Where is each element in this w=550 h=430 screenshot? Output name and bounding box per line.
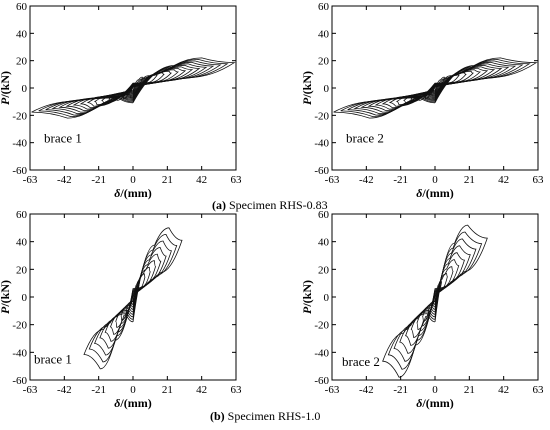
x-tick-label: 42 — [196, 174, 207, 186]
y-tick-label: 20 — [16, 56, 28, 68]
y-tick-label: -60 — [314, 165, 329, 177]
y-tick-label: 20 — [318, 56, 330, 68]
brace-annotation: brace 1 — [34, 351, 72, 366]
hysteresis-loop — [333, 57, 538, 119]
x-axis-label: δ/(mm) — [416, 396, 453, 410]
y-axis-label: P/(kN) — [300, 280, 314, 314]
series-hysteresis — [83, 227, 183, 370]
y-tick-label: -20 — [314, 320, 329, 332]
x-tick-label: 0 — [432, 174, 438, 186]
y-tick-label: -40 — [314, 347, 329, 359]
chart-panel-2: -63 -42 -21 0 21 42 63 60 40 20 0 -20 -40 -60 δ/(mm) P/… — [300, 1, 544, 200]
series-hysteresis — [382, 224, 488, 378]
y-tick-label: -40 — [12, 138, 27, 150]
y-tick-label: 40 — [318, 237, 330, 249]
x-tick-label: -21 — [393, 384, 408, 396]
x-tick-label: 21 — [464, 384, 475, 396]
y-axis-label: P/(kN) — [300, 71, 314, 105]
chart-panel-3: -63 -42 -21 0 21 42 63 60 40 20 0 -20 -40 -60 δ/(mm) P/… — [0, 209, 242, 410]
x-tick-label: 0 — [432, 384, 438, 396]
y-tick-label: 0 — [324, 83, 330, 95]
y-tick-label: 0 — [22, 83, 28, 95]
x-tick-label: -21 — [91, 174, 106, 186]
x-tick-label: -63 — [23, 384, 38, 396]
caption-a-text: Specimen RHS-0.83 — [226, 198, 328, 212]
y-tick-label: -60 — [12, 165, 27, 177]
hysteresis-loop — [31, 57, 236, 119]
x-tick-label: 21 — [162, 384, 173, 396]
series-hysteresis — [333, 57, 538, 119]
y-tick-label: 60 — [318, 209, 330, 221]
y-tick-label: -20 — [12, 320, 27, 332]
x-tick-label: 0 — [130, 384, 136, 396]
x-tick-label: -63 — [23, 174, 38, 186]
y-tick-label: 40 — [16, 237, 28, 249]
x-axis-label: δ/(mm) — [114, 396, 151, 410]
x-tick-label: 42 — [498, 384, 509, 396]
x-tick-label: -42 — [57, 384, 72, 396]
y-tick-label: 60 — [318, 1, 330, 13]
hysteresis-loop — [382, 224, 488, 378]
y-tick-label: 40 — [16, 28, 28, 40]
x-tick-label: -21 — [91, 384, 106, 396]
x-tick-label: 21 — [162, 174, 173, 186]
y-tick-label: -20 — [12, 110, 27, 122]
chart-panel-1: -63 -42 -21 0 21 42 63 60 40 20 0 -20 -40 -60 δ/(mm) P/… — [0, 1, 242, 200]
x-tick-label: 42 — [196, 384, 207, 396]
y-tick-label: 20 — [318, 264, 330, 276]
x-tick-label: -42 — [359, 174, 374, 186]
y-tick-label: 0 — [324, 292, 330, 304]
x-tick-label: 63 — [231, 174, 243, 186]
x-tick-label: -21 — [393, 174, 408, 186]
x-tick-label: -63 — [325, 174, 340, 186]
y-tick-label: -60 — [12, 375, 27, 387]
brace-annotation: brace 2 — [346, 131, 384, 146]
caption-b: (b) Specimen RHS-1.0 — [210, 409, 320, 423]
x-axis-label: δ/(mm) — [114, 186, 151, 200]
y-tick-label: -20 — [314, 110, 329, 122]
x-tick-label: -63 — [325, 384, 340, 396]
y-tick-label: 0 — [22, 292, 28, 304]
brace-annotation: brace 2 — [342, 354, 380, 369]
x-tick-label: 21 — [464, 174, 475, 186]
y-tick-label: 40 — [318, 28, 330, 40]
series-hysteresis — [31, 57, 236, 119]
caption-b-letter: (b) — [210, 409, 225, 423]
hysteresis-loop — [88, 233, 178, 363]
x-tick-label: 42 — [498, 174, 509, 186]
caption-a: (a) Specimen RHS-0.83 — [212, 198, 328, 212]
y-tick-label: -40 — [12, 347, 27, 359]
caption-b-text: Specimen RHS-1.0 — [225, 409, 321, 423]
y-axis-label: P/(kN) — [0, 280, 12, 314]
chart-panel-4: -63 -42 -21 0 21 42 63 60 40 20 0 -20 -40 -60 δ/(mm) P/… — [300, 209, 544, 410]
x-tick-label: 63 — [533, 174, 545, 186]
y-tick-label: -60 — [314, 375, 329, 387]
y-tick-label: 20 — [16, 264, 28, 276]
y-tick-label: 60 — [16, 1, 28, 13]
x-axis-label: δ/(mm) — [416, 186, 453, 200]
brace-annotation: brace 1 — [44, 131, 82, 146]
y-tick-label: -40 — [314, 138, 329, 150]
y-axis-label: P/(kN) — [0, 71, 12, 105]
x-tick-label: -42 — [359, 384, 374, 396]
y-tick-label: 60 — [16, 209, 28, 221]
x-tick-label: 63 — [231, 384, 243, 396]
hysteresis-loop — [94, 240, 172, 356]
x-tick-label: 63 — [533, 384, 545, 396]
caption-a-letter: (a) — [212, 198, 226, 212]
hysteresis-loop — [83, 227, 183, 370]
x-tick-label: 0 — [130, 174, 136, 186]
x-tick-label: -42 — [57, 174, 72, 186]
